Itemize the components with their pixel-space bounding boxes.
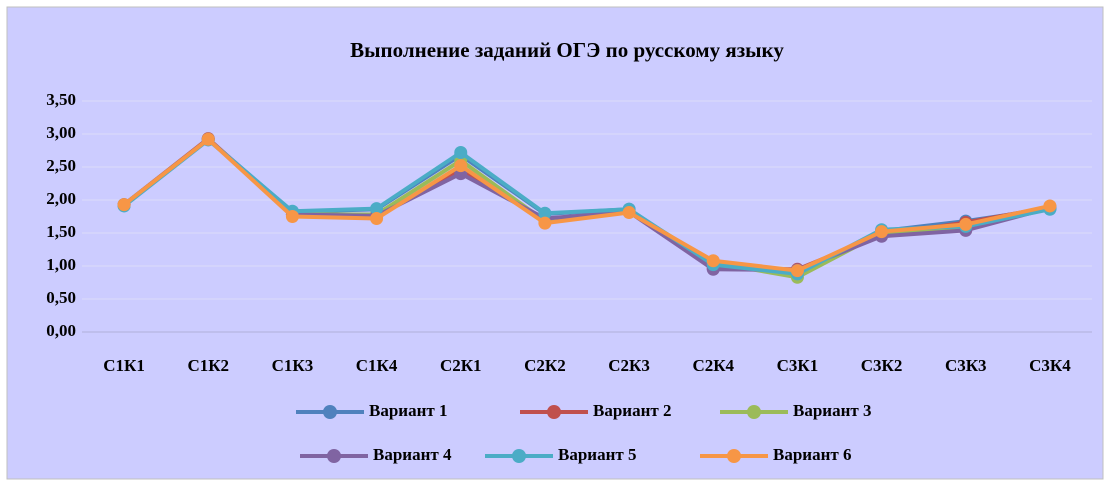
y-tick-label: 1,00: [46, 255, 76, 274]
x-tick-label: С3К1: [777, 356, 819, 375]
point: [201, 132, 215, 146]
legend-label: Вариант 4: [373, 445, 452, 464]
point: [370, 211, 384, 225]
legend-label: Вариант 2: [593, 401, 671, 420]
x-tick-label: С2К1: [440, 356, 482, 375]
y-tick-label: 3,00: [46, 123, 76, 142]
legend-swatch-marker: [327, 449, 341, 463]
point: [370, 202, 384, 216]
x-tick-label: С2К2: [524, 356, 566, 375]
legend-swatch-marker: [512, 449, 526, 463]
x-tick-label: С3К2: [861, 356, 903, 375]
y-tick-label: 1,50: [46, 222, 76, 241]
chart-background: [6, 6, 1104, 480]
y-tick-label: 0,00: [46, 321, 76, 340]
point: [538, 216, 552, 230]
point: [454, 145, 468, 159]
x-tick-label: С3К3: [945, 356, 987, 375]
x-tick-label: С3К4: [1029, 356, 1071, 375]
legend-swatch-marker: [727, 449, 741, 463]
x-tick-label: С1К1: [103, 356, 145, 375]
point: [875, 225, 889, 239]
legend-swatch-marker: [547, 405, 561, 419]
series-line: [122, 137, 1051, 273]
chart-title: Выполнение заданий ОГЭ по русскому языку: [350, 38, 784, 62]
point: [117, 198, 131, 212]
legend-label: Вариант 1: [369, 401, 447, 420]
x-tick-label: С1К2: [187, 356, 229, 375]
y-tick-label: 0,50: [46, 288, 76, 307]
y-tick-label: 2,00: [46, 189, 76, 208]
y-tick-label: 3,50: [46, 90, 76, 109]
point: [706, 254, 720, 268]
point: [959, 217, 973, 231]
legend-label: Вариант 3: [793, 401, 871, 420]
x-tick-label: С1К4: [356, 356, 398, 375]
point: [285, 210, 299, 223]
point: [622, 206, 636, 220]
point: [538, 206, 552, 220]
x-tick-label: С1К3: [272, 356, 314, 375]
point: [790, 264, 804, 278]
point: [454, 159, 468, 173]
x-tick-label: С2К3: [608, 356, 650, 375]
legend-label: Вариант 5: [558, 445, 636, 464]
legend-label: Вариант 6: [773, 445, 851, 464]
y-tick-label: 2,50: [46, 156, 76, 175]
x-tick-label: С2К4: [692, 356, 734, 375]
legend-swatch-marker: [323, 405, 337, 419]
point: [1043, 199, 1057, 213]
legend-swatch-marker: [747, 405, 761, 419]
